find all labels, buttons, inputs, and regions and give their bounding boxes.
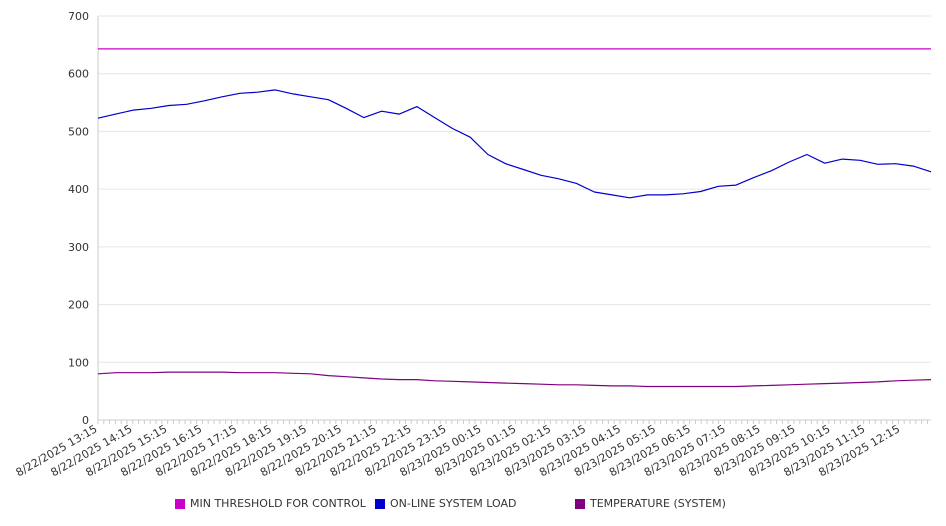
- series-lines: [97, 48, 932, 388]
- legend-swatch-temperature: [575, 498, 585, 509]
- legend-swatch-min-threshold: [175, 498, 185, 509]
- y-tick-label-200: 200: [68, 299, 89, 312]
- y-axis-tick-labels: 0 100 200 300 400 500 600 700: [68, 10, 89, 427]
- y-tick-label-600: 600: [68, 68, 89, 81]
- y-tick-label-100: 100: [68, 356, 89, 369]
- series-line-2: [97, 371, 932, 388]
- legend-swatch-system-load: [375, 498, 385, 509]
- legend-label-min-threshold: MIN THRESHOLD FOR CONTROL: [190, 497, 366, 510]
- line-chart: 0 100 200 300 400 500 600 700 8/22/2025 13:158/…: [14, 10, 932, 479]
- y-tick-label-700: 700: [68, 10, 89, 23]
- legend-item-system-load[interactable]: ON-LINE SYSTEM LOAD: [375, 497, 516, 510]
- axes: [97, 16, 931, 424]
- legend: MIN THRESHOLD FOR CONTROL ON-LINE SYSTEM…: [0, 497, 946, 515]
- y-tick-label-300: 300: [68, 241, 89, 254]
- legend-label-temperature: TEMPERATURE (SYSTEM): [590, 497, 726, 510]
- legend-label-system-load: ON-LINE SYSTEM LOAD: [390, 497, 517, 510]
- legend-item-min-threshold[interactable]: MIN THRESHOLD FOR CONTROL: [175, 497, 366, 510]
- legend-item-temperature[interactable]: TEMPERATURE (SYSTEM): [575, 497, 726, 510]
- y-tick-label-0: 0: [82, 414, 89, 427]
- y-tick-label-400: 400: [68, 183, 89, 196]
- y-tick-label-500: 500: [68, 125, 89, 138]
- x-axis-tick-labels: 8/22/2025 13:158/22/2025 14:158/22/2025 …: [14, 422, 903, 479]
- series-line-1: [97, 89, 932, 199]
- gridlines: [98, 15, 931, 363]
